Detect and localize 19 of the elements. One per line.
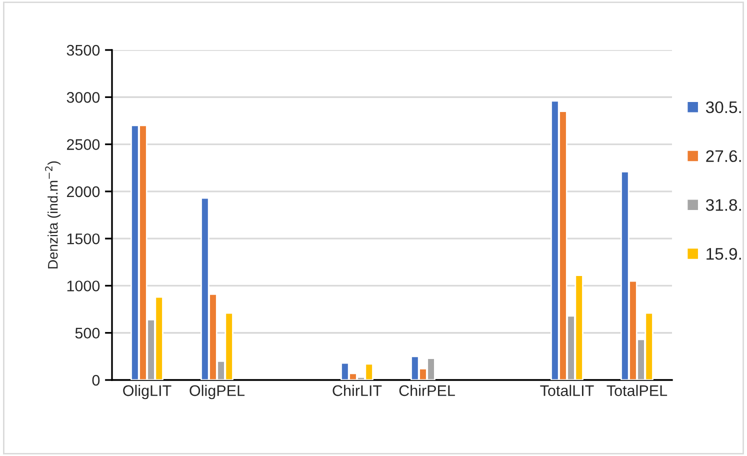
y-tick-label: 1500 [67,233,100,244]
y-tick-label: 3500 [66,44,100,56]
x-tick-label: OligPEL [190,384,245,400]
x-tick-label: TotalPEL [606,384,668,396]
legend-label: 30.5. [706,101,741,114]
x-tick-label: ChirLIT [332,384,382,396]
legend-label: 31.8. [706,199,741,211]
x-tick-label: TotalLIT [540,384,594,396]
y-tick-label: 3000 [66,92,100,103]
y-tick-label: 2000 [66,186,100,198]
y-tick-label: 0 [92,374,100,386]
legend-label: 15.9. [706,248,741,260]
y-tick-label: 500 [75,328,100,339]
legend-label: 27.6. [706,150,741,162]
y-tick-label: 2500 [66,139,100,150]
x-tick-label: OligLIT [123,384,172,400]
y-tick-label: 1000 [67,280,100,292]
y-axis-title: Denzita (ind.m$^{−2}$) [45,161,61,268]
x-tick-label: ChirPEL [399,384,455,396]
